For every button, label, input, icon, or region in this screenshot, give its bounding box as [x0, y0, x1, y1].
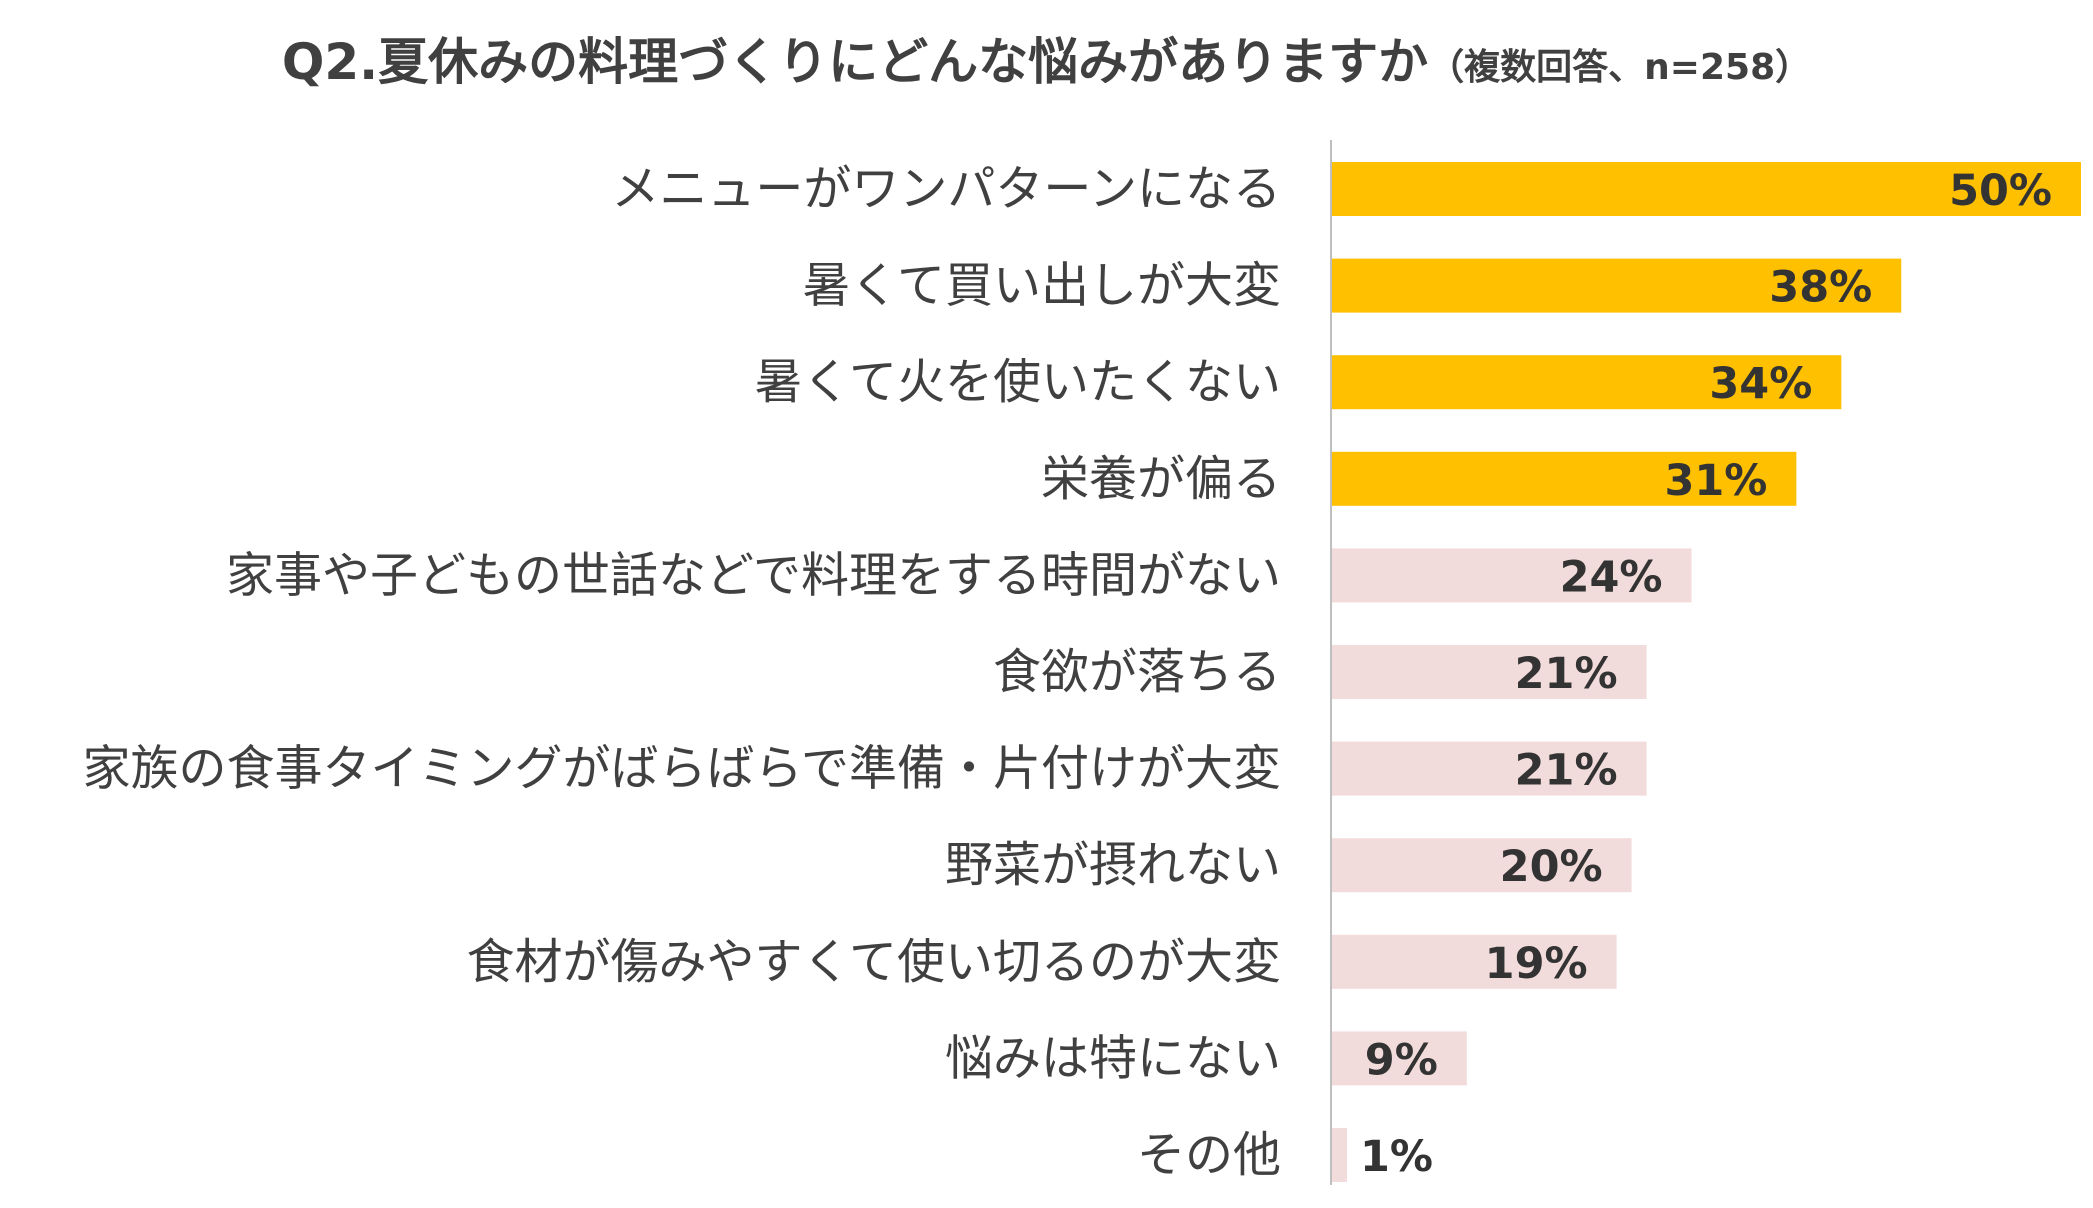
bars-group: メニューがワンパターンになる 50% 暑くて買い出しが大変 38% 暑くて火を使いたくな… — [82, 161, 2081, 1183]
chart-title-main: Q2.夏休みの料理づくりにどんな悩みがありますか — [281, 33, 1429, 91]
value-label: 9% — [1365, 1035, 1438, 1085]
bar — [1332, 451, 1797, 506]
category-label: 食材が傷みやすくて使い切るのが大変 — [466, 934, 1281, 990]
category-label: メニューがワンパターンになる — [611, 161, 1281, 217]
category-label: その他 — [1137, 1127, 1281, 1183]
category-label: 悩みは特にない — [945, 1030, 1281, 1086]
bar — [1332, 645, 1647, 699]
value-label: 24% — [1560, 552, 1663, 602]
value-label: 21% — [1515, 649, 1618, 699]
category-label: 栄養が偏る — [1041, 451, 1281, 507]
bar — [1332, 838, 1632, 893]
bar — [1332, 162, 2081, 216]
value-label: 38% — [1769, 263, 1872, 313]
bar — [1332, 548, 1692, 603]
bar — [1332, 741, 1647, 796]
category-label: 野菜が摂れない — [945, 837, 1281, 893]
value-label: 31% — [1664, 456, 1767, 506]
value-label: 21% — [1515, 746, 1618, 796]
bar — [1332, 258, 1902, 313]
bar — [1332, 1128, 1347, 1182]
value-label: 1% — [1360, 1132, 1433, 1182]
bar — [1332, 934, 1617, 989]
value-label: 34% — [1709, 359, 1812, 409]
value-label: 20% — [1500, 842, 1603, 892]
category-label: 家族の食事タイミングがばらばらで準備・片付けが大変 — [82, 741, 1281, 797]
bar — [1332, 355, 1842, 410]
bar — [1332, 1031, 1467, 1086]
category-label: 家事や子どもの世話などで料理をする時間がない — [226, 547, 1281, 603]
category-label: 食欲が落ちる — [993, 644, 1281, 700]
value-label: 19% — [1485, 939, 1588, 989]
chart-subtitle: （複数回答、n=258） — [1428, 47, 1812, 88]
chart-title: Q2.夏休みの料理づくりにどんな悩みがありますか（複数回答、n=258） — [0, 22, 2093, 94]
value-label: 50% — [1949, 166, 2052, 216]
category-label: 暑くて火を使いたくない — [754, 354, 1281, 410]
category-label: 暑くて買い出しが大変 — [802, 258, 1281, 314]
